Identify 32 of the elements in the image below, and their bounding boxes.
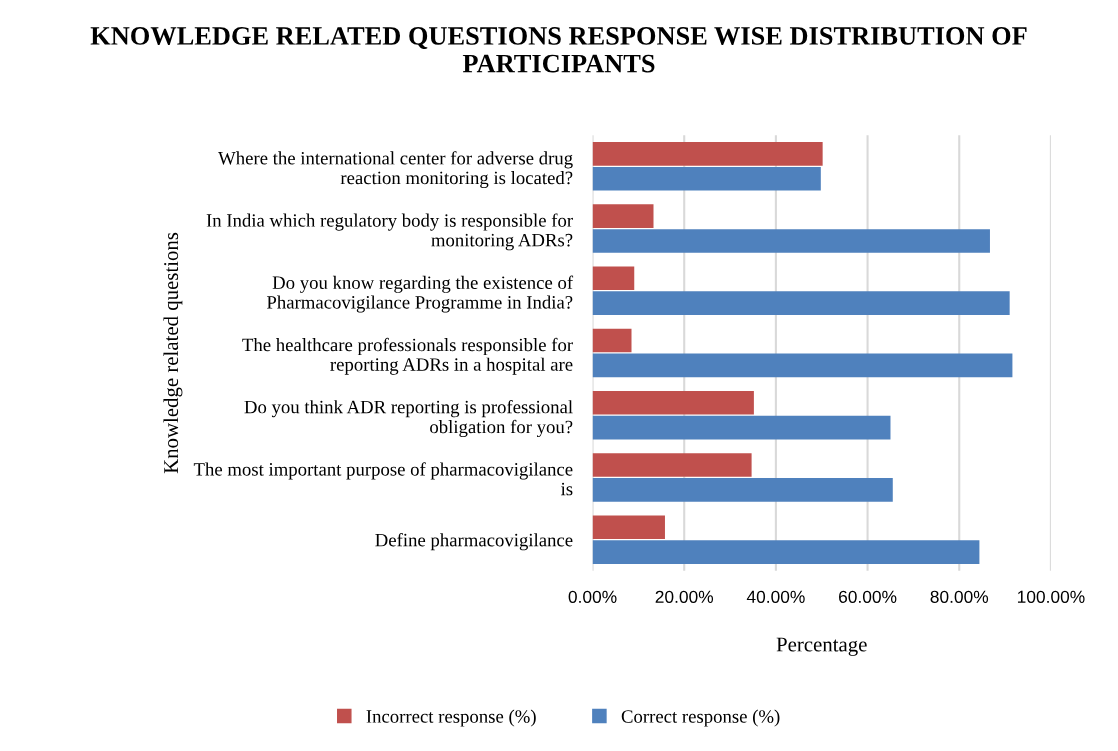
y-tick-label: Define pharmacovigilance [375, 533, 573, 551]
y-tick-label: The healthcare professionals responsible for reporting ADRs in a hospital are [242, 337, 573, 375]
x-tick-label: 40.00% [746, 590, 805, 603]
bar [592, 229, 990, 253]
x-axis-title: Percentage [776, 637, 867, 656]
bar [592, 453, 752, 477]
bar [592, 415, 891, 440]
bar [592, 142, 823, 166]
x-tick-label: 100.00% [1017, 590, 1085, 603]
y-tick-label: Do you think ADR reporting is professional obligation for you? [244, 399, 573, 438]
y-tick-label: Do you know regarding the existence of Pharmacovigilance Programme in India? [266, 275, 574, 313]
chart-title: KNOWLEDGE RELATED QUESTIONS RESPONSE WISE DISTRIBUTION OF PARTICIPANTS [90, 27, 1027, 73]
x-tick-label: 20.00% [655, 590, 714, 603]
x-tick-label: 0.00% [568, 590, 617, 603]
bar [592, 515, 665, 540]
bar [592, 328, 632, 353]
legend-label: Correct response (%) [621, 709, 780, 727]
x-tick-label: 80.00% [930, 590, 989, 603]
y-tick-label: The most important purpose of pharmacovigilance is [193, 462, 573, 496]
bar [592, 390, 754, 415]
y-tick-label: In India which regulatory body is responsible for monitoring ADRs? [206, 213, 573, 251]
y-axis-title: Knowledge related questions [163, 232, 183, 474]
bar [592, 166, 821, 191]
bar [592, 540, 980, 564]
legend-label: Incorrect response (%) [366, 709, 536, 727]
x-tick-label: 60.00% [839, 590, 897, 603]
bar [592, 266, 635, 291]
bar [592, 291, 1010, 316]
bar [592, 353, 1013, 378]
y-tick-label: Where the international center for adverse drug reaction monitoring is located? [218, 151, 573, 189]
bar [592, 478, 893, 502]
bar [592, 204, 654, 228]
